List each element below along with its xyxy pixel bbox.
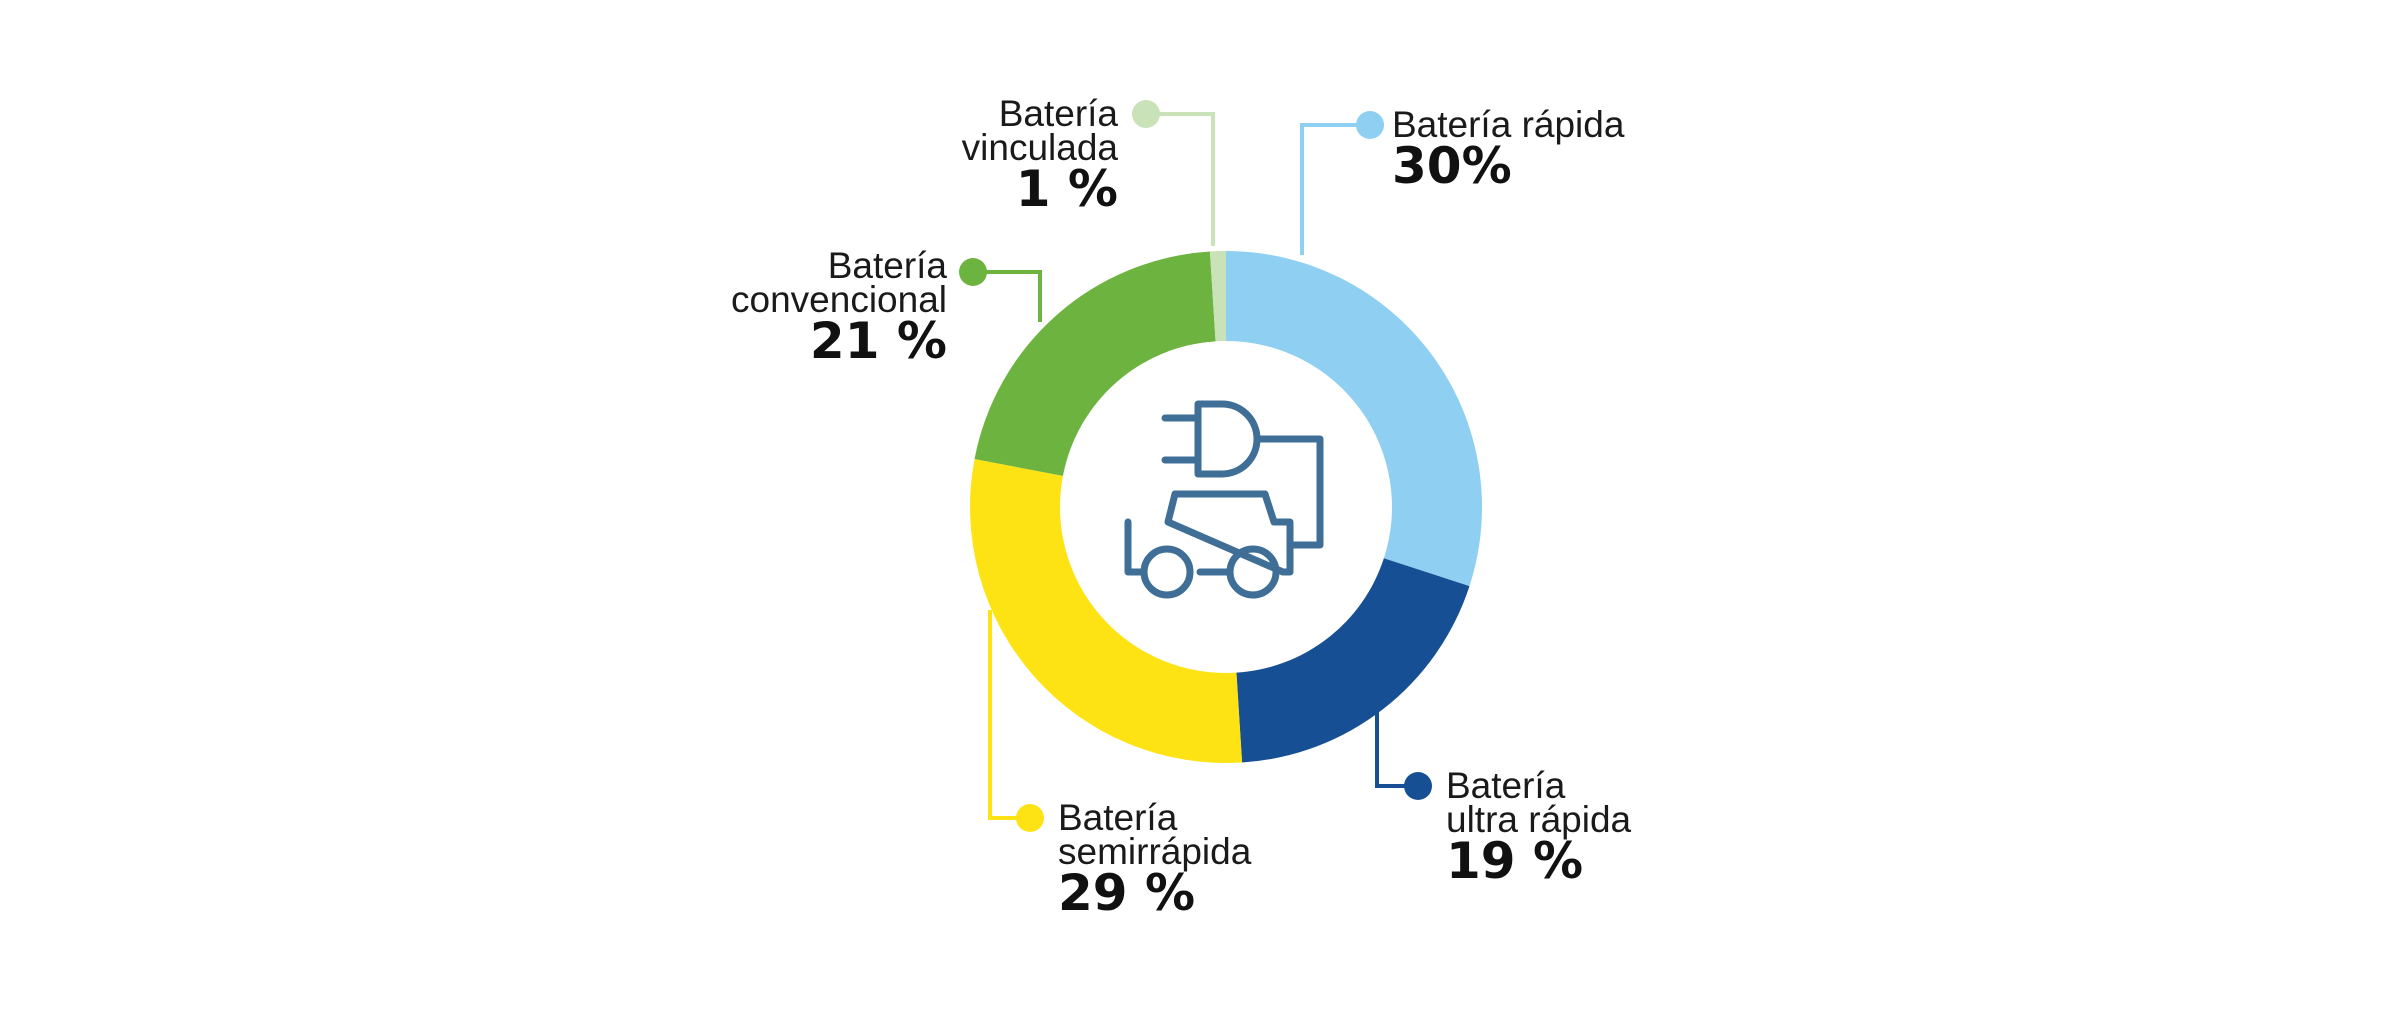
legend-dot-bateria-semirrapida (1016, 804, 1044, 832)
leader-line-bateria-vinculada (1146, 112, 1215, 246)
electric-car-plug-icon (1124, 400, 1324, 599)
label-name-bateria-ultra-rapida: ultra rápida (1446, 799, 1632, 840)
label-percent-bateria-vinculada: 1 % (1016, 160, 1118, 218)
slice-bateria-semirrapida (970, 459, 1243, 763)
label-percent-bateria-semirrapida: 29 % (1058, 864, 1195, 922)
legend-dot-bateria-ultra-rapida (1404, 772, 1432, 800)
legend-dot-bateria-vinculada (1132, 100, 1160, 128)
slice-bateria-rapida (1226, 251, 1482, 587)
slice-bateria-convencional (974, 251, 1216, 476)
label-percent-bateria-rapida: 30% (1392, 137, 1512, 195)
legend-dot-bateria-convencional (959, 258, 987, 286)
label-name-bateria-semirrapida: Batería (1058, 797, 1178, 838)
legend-dot-bateria-rapida (1356, 111, 1384, 139)
leader-line-bateria-convencional (973, 270, 1042, 322)
leader-line-bateria-rapida (1300, 123, 1370, 255)
slice-bateria-ultra-rapida (1236, 558, 1470, 763)
label-name-bateria-semirrapida: semirrápida (1058, 831, 1252, 872)
label-name-bateria-ultra-rapida: Batería (1446, 765, 1566, 806)
label-percent-bateria-ultra-rapida: 19 % (1446, 832, 1583, 890)
label-name-bateria-convencional: convencional (731, 279, 947, 320)
label-name-bateria-vinculada: vinculada (962, 127, 1119, 168)
slice-bateria-vinculada (1209, 251, 1226, 342)
label-name-bateria-vinculada: Batería (999, 93, 1119, 134)
callout-leaders (959, 100, 1432, 832)
label-percent-bateria-convencional: 21 % (810, 312, 947, 370)
label-name-bateria-rapida: Batería rápida (1392, 104, 1625, 145)
donut-slices (970, 251, 1482, 763)
label-name-bateria-convencional: Batería (828, 245, 948, 286)
